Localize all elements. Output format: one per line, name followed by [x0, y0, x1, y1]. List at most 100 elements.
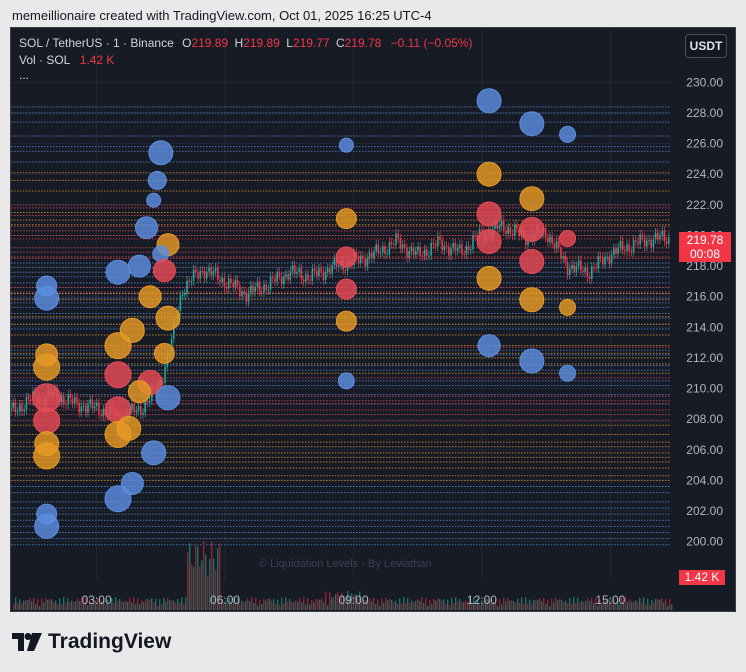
volume-bar: [501, 604, 503, 610]
volume-bar: [235, 602, 237, 610]
volume-bar: [623, 603, 625, 610]
candle-body: [393, 244, 395, 246]
volume-bar: [569, 598, 571, 610]
candle-body: [635, 240, 637, 242]
volume-bar: [159, 599, 161, 610]
volume-bar: [67, 597, 69, 610]
volume-bar: [495, 599, 497, 610]
candle-body: [287, 274, 289, 280]
volume-bar: [247, 598, 249, 610]
volume-bar: [131, 602, 133, 610]
candle-body: [144, 400, 146, 413]
y-tick-label: 222.00: [686, 198, 723, 212]
indicator-watermark: © Liquidation Levels - By Leviathan: [259, 558, 432, 570]
volume-bar: [227, 603, 229, 610]
liquidation-bubble: [519, 287, 545, 313]
volume-label: Vol · SOL: [19, 53, 71, 67]
candle-body: [173, 322, 175, 339]
volume-bar: [471, 602, 473, 610]
candle-body: [406, 247, 408, 258]
liquidation-bubble: [138, 285, 162, 309]
last-price-label: 219.78 00:08: [679, 232, 731, 262]
volume-bar: [349, 598, 351, 610]
candle-body: [366, 258, 369, 267]
volume-legend[interactable]: Vol · SOL 1.42 K: [19, 53, 117, 67]
candle-body: [69, 394, 72, 399]
liquidation-bubble: [135, 216, 159, 240]
volume-bar: [219, 543, 221, 610]
candle-body: [434, 244, 437, 247]
volume-bar: [643, 597, 645, 610]
volume-bar: [571, 603, 573, 610]
volume-bar: [517, 599, 519, 610]
more-indicators-button[interactable]: ...: [19, 68, 30, 82]
volume-bar: [73, 601, 75, 610]
candle-body: [135, 410, 138, 413]
candle-body: [11, 407, 12, 412]
candle-body: [419, 246, 421, 257]
candle-body: [448, 246, 450, 256]
volume-bar: [257, 605, 259, 610]
candle-body: [212, 271, 215, 276]
price-chart[interactable]: 230.00228.00226.00224.00222.00220.00218.…: [11, 28, 735, 611]
candle-body: [553, 243, 556, 249]
liquidation-bubble: [104, 485, 132, 513]
chart-panel[interactable]: 230.00228.00226.00224.00222.00220.00218.…: [10, 27, 736, 612]
symbol-legend[interactable]: SOL / TetherUS · 1 · Binance O219.89 H21…: [19, 36, 476, 50]
candle-body: [338, 265, 340, 267]
candle-body: [654, 232, 657, 240]
volume-bar: [445, 603, 447, 610]
liquidation-bubble: [34, 285, 60, 311]
volume-bar: [651, 599, 653, 610]
candle-body: [16, 411, 19, 413]
candle-body: [245, 293, 248, 302]
candle-body: [571, 264, 573, 269]
candle-body: [423, 249, 426, 257]
candle-body: [272, 276, 274, 279]
candle-body: [63, 396, 65, 405]
volume-bar: [157, 605, 159, 610]
volume-bar: [399, 598, 401, 610]
volume-bar: [663, 602, 665, 610]
candle-body: [626, 244, 628, 252]
volume-bar: [213, 558, 215, 610]
volume-bar: [423, 602, 425, 610]
volume-bar: [161, 604, 163, 610]
volume-bar: [487, 599, 489, 610]
candle-body: [67, 394, 69, 405]
y-tick-label: 210.00: [686, 382, 723, 396]
currency-button[interactable]: USDT: [685, 34, 727, 58]
volume-bar: [499, 598, 501, 610]
tradingview-logo[interactable]: TradingView: [12, 630, 171, 654]
volume-bar: [533, 600, 535, 610]
y-tick-label: 224.00: [686, 167, 723, 181]
y-tick-label: 230.00: [686, 75, 723, 89]
volume-bar: [531, 603, 533, 610]
candle-body: [637, 241, 639, 245]
volume-bar: [273, 599, 275, 610]
candle-body: [201, 270, 204, 272]
volume-bar: [205, 554, 207, 610]
change-value: −0.11 (−0.05%): [390, 36, 473, 50]
volume-bar: [85, 597, 87, 610]
volume-bar: [347, 591, 349, 610]
volume-bar: [671, 604, 673, 610]
volume-bar: [39, 605, 41, 610]
volume-bar: [149, 599, 151, 610]
candle-body: [432, 243, 435, 245]
volume-bar: [503, 597, 505, 610]
candle-body: [146, 400, 149, 403]
candle-body: [162, 381, 164, 384]
volume-bar: [281, 597, 283, 610]
candle-body: [496, 221, 498, 229]
bar-countdown: 00:08: [689, 247, 721, 261]
volume-bar: [323, 602, 325, 610]
volume-bar: [201, 560, 203, 610]
volume-bar: [97, 598, 99, 610]
liquidation-bubble: [105, 259, 131, 285]
y-tick-label: 202.00: [686, 504, 723, 518]
symbol-name[interactable]: SOL / TetherUS · 1 · Binance: [19, 36, 174, 50]
volume-bar: [353, 595, 355, 610]
candle-body: [254, 286, 256, 292]
candle-body: [302, 279, 305, 282]
